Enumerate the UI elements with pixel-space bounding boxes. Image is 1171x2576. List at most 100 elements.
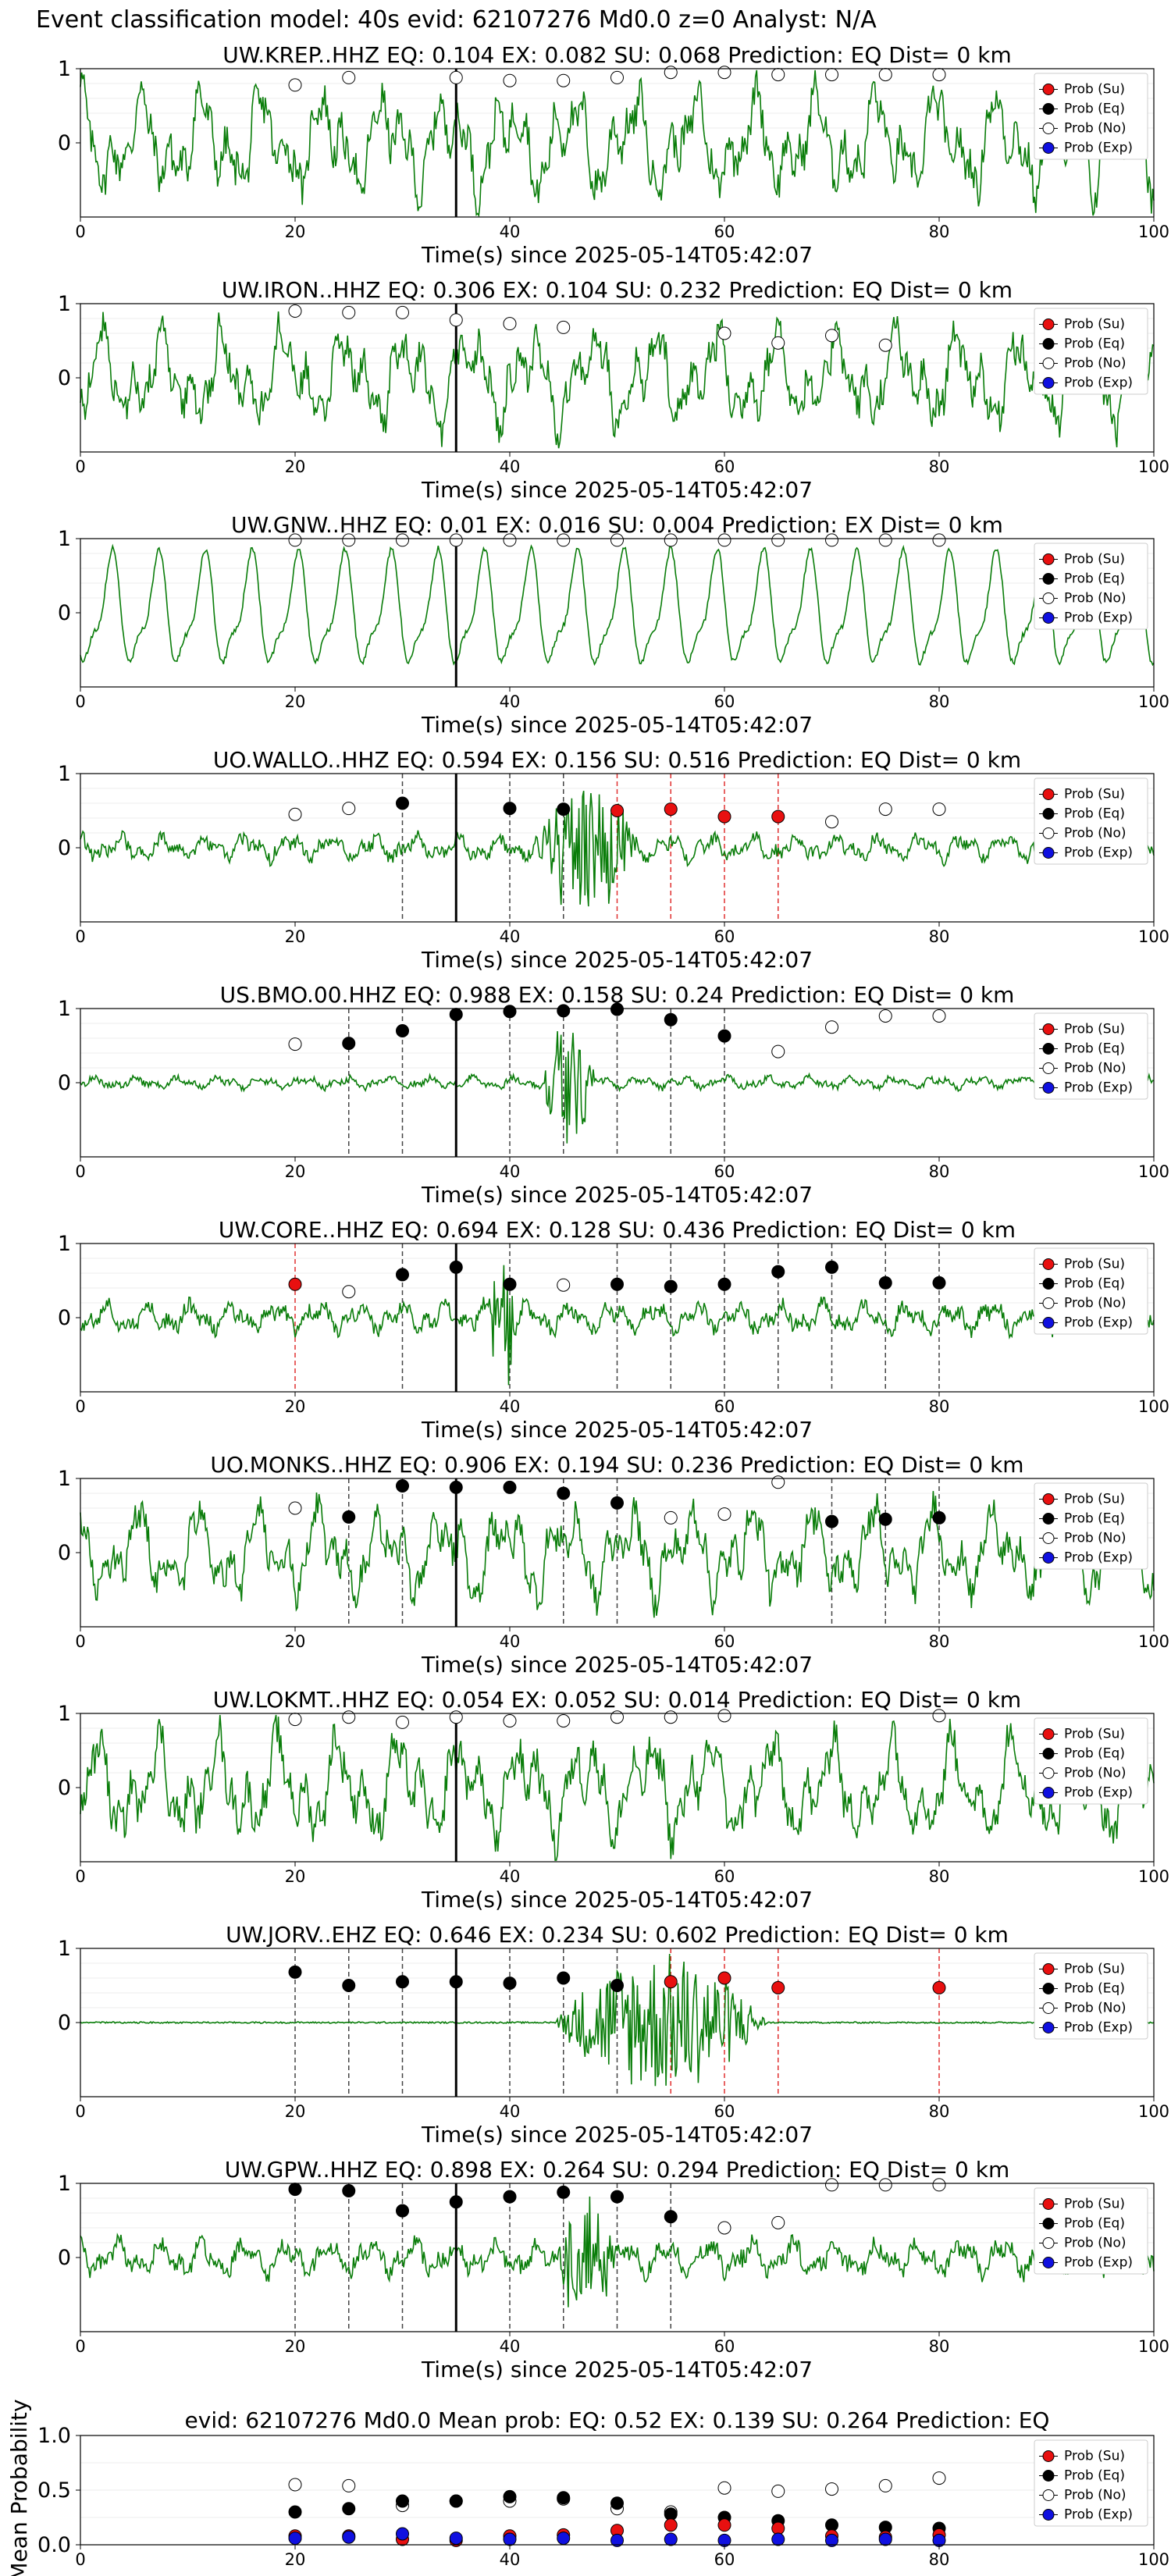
- y-tick-label: 1: [58, 2172, 71, 2196]
- prob-point-no: [664, 1510, 678, 1525]
- prob-point-eq: [396, 1479, 409, 1493]
- mean-point-eq: [288, 2505, 302, 2519]
- y-tick-label: 1: [58, 997, 71, 1021]
- x-tick-label: 0: [75, 1867, 85, 1886]
- x-tick-label: 20: [285, 1632, 306, 1651]
- prob-point-no: [717, 326, 731, 340]
- legend-label: Prob (Exp): [1064, 610, 1133, 626]
- legend-label: Prob (Exp): [1064, 1550, 1133, 1566]
- legend-label: Prob (Exp): [1064, 1080, 1133, 1096]
- legend-label: Prob (Eq): [1064, 101, 1125, 117]
- legend-label: Prob (Exp): [1064, 2255, 1133, 2271]
- prob-point-no: [288, 304, 302, 318]
- prob-point-no: [557, 1714, 571, 1727]
- prob-point-no: [825, 1020, 838, 1034]
- x-tick-label: 80: [929, 927, 950, 946]
- y-tick-label: 1: [58, 1702, 71, 1726]
- x-tick-label: 80: [929, 2102, 950, 2121]
- legend-label: Prob (Su): [1064, 2197, 1125, 2212]
- prob-point-no: [288, 807, 302, 821]
- x-tick-label: 40: [500, 692, 521, 711]
- legend-marker-eq: [1042, 338, 1055, 350]
- y-tick-label: 1: [58, 1232, 71, 1256]
- y-tick-label: 0: [58, 1071, 71, 1095]
- mean-probability-panel: evid: 62107276 Md0.0 Mean prob: EQ: 0.52…: [6, 2399, 1169, 2576]
- x-tick-label: 100: [1138, 1397, 1169, 1416]
- legend-marker-exp: [1042, 142, 1055, 154]
- prob-point-no: [342, 1285, 356, 1299]
- x-axis-label: Time(s) since 2025-05-14T05:42:07: [421, 1417, 813, 1443]
- panel-title: UW.KREP..HHZ EQ: 0.104 EX: 0.082 SU: 0.0…: [222, 42, 1011, 68]
- station-panel-UW.GNW..HHZ: UW.GNW..HHZ EQ: 0.01 EX: 0.016 SU: 0.004…: [58, 512, 1169, 738]
- x-tick-label: 80: [929, 692, 950, 711]
- x-axis-label: Time(s) since 2025-05-14T05:42:07: [421, 712, 813, 738]
- legend-marker-no: [1042, 1297, 1055, 1309]
- prob-point-eq: [932, 1510, 946, 1525]
- prob-point-eq: [717, 1277, 731, 1291]
- legend-marker-no: [1042, 2002, 1055, 2014]
- mean-point-eq: [342, 2502, 356, 2516]
- prob-point-no: [342, 305, 356, 319]
- x-tick-label: 100: [1138, 1867, 1169, 1886]
- x-tick-label: 40: [500, 1867, 521, 1886]
- prob-point-eq: [503, 1480, 517, 1494]
- mean-point-exp: [878, 2532, 892, 2546]
- prob-point-eq: [288, 2183, 302, 2197]
- legend-marker-su: [1042, 318, 1055, 330]
- legend-label: Prob (No): [1064, 591, 1127, 607]
- y-tick-label: 0: [58, 1541, 71, 1565]
- legend-label: Prob (Exp): [1064, 375, 1133, 391]
- x-tick-label: 60: [714, 2102, 735, 2121]
- legend-label: Prob (No): [1064, 2236, 1127, 2251]
- x-tick-label: 20: [285, 927, 306, 946]
- legend-marker-su: [1042, 1963, 1055, 1975]
- x-tick-label: 0: [75, 1397, 85, 1416]
- prob-point-eq: [342, 2184, 356, 2197]
- x-tick-label: 100: [1138, 1162, 1169, 1181]
- x-tick-label: 100: [1138, 927, 1169, 946]
- x-axis-label: Time(s) since 2025-05-14T05:42:07: [421, 477, 813, 503]
- prob-point-eq: [342, 1979, 356, 1992]
- legend-marker-exp: [1042, 612, 1055, 624]
- prob-point-eq: [449, 2195, 463, 2209]
- prob-point-su: [664, 802, 678, 817]
- legend-label: Prob (Eq): [1064, 1981, 1125, 1997]
- panel-title: UO.MONKS..HHZ EQ: 0.906 EX: 0.194 SU: 0.…: [210, 1452, 1023, 1478]
- x-tick-label: 100: [1138, 2102, 1169, 2121]
- station-panel-UW.IRON..HHZ: UW.IRON..HHZ EQ: 0.306 EX: 0.104 SU: 0.2…: [58, 277, 1169, 503]
- prob-point-eq: [878, 1512, 892, 1526]
- legend-label: Prob (Eq): [1064, 1746, 1125, 1762]
- x-tick-label: 0: [75, 692, 85, 711]
- x-tick-label: 100: [1138, 2337, 1169, 2356]
- prob-point-no: [610, 70, 624, 84]
- y-tick-label: 1: [58, 292, 71, 316]
- prob-point-eq: [396, 1975, 409, 1989]
- station-panel-UO.MONKS..HHZ: UO.MONKS..HHZ EQ: 0.906 EX: 0.194 SU: 0.…: [58, 1452, 1169, 1678]
- prob-point-eq: [610, 2190, 624, 2204]
- prob-point-eq: [610, 1277, 624, 1291]
- x-tick-label: 20: [285, 1867, 306, 1886]
- prob-point-no: [503, 317, 517, 331]
- legend-marker-eq: [1042, 1278, 1055, 1290]
- waveform-trace: [80, 1491, 1155, 1618]
- x-tick-label: 40: [500, 457, 521, 476]
- mean-point-eq: [503, 2489, 517, 2503]
- legend-marker-no: [1042, 1062, 1055, 1074]
- prob-point-no: [932, 533, 946, 547]
- legend-marker-exp: [1042, 1552, 1055, 1564]
- x-tick-label: 80: [929, 2337, 950, 2356]
- mean-point-exp: [288, 2532, 302, 2546]
- mean-point-eq: [557, 2491, 571, 2505]
- prob-point-no: [288, 78, 302, 92]
- legend-marker-no: [1042, 2237, 1055, 2249]
- prob-point-no: [449, 70, 463, 84]
- x-tick-label: 80: [929, 2550, 950, 2569]
- waveform-trace: [80, 2196, 1155, 2307]
- legend-marker-no: [1042, 827, 1055, 839]
- legend-marker-eq: [1042, 1983, 1055, 1994]
- legend-box: [1034, 308, 1148, 395]
- legend-label: Prob (Eq): [1064, 1511, 1125, 1527]
- x-tick-label: 40: [500, 1162, 521, 1181]
- x-tick-label: 0: [75, 1632, 85, 1651]
